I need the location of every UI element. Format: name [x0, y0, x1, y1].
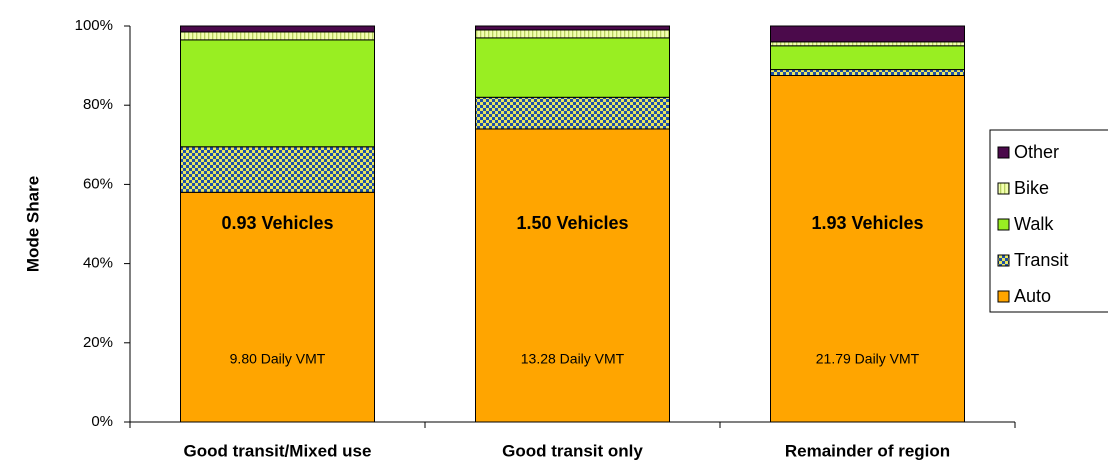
legend-swatch	[997, 182, 1010, 195]
bar-segment	[475, 128, 670, 423]
bar-segment	[180, 31, 375, 41]
bar-segment	[180, 191, 375, 423]
legend-swatch	[997, 290, 1010, 303]
legend-swatch	[997, 146, 1010, 159]
bar-label: 1.50 Vehicles	[516, 213, 628, 233]
bar-label: 0.93 Vehicles	[221, 213, 333, 233]
x-tick-label: Good transit/Mixed use	[184, 441, 372, 460]
bar-segment	[180, 39, 375, 148]
y-tick-label: 80%	[83, 96, 113, 113]
bar-segment	[180, 25, 375, 33]
bar-segment	[770, 75, 965, 423]
bar-segment	[770, 45, 965, 71]
legend-label: Other	[1014, 142, 1059, 162]
legend-label: Bike	[1014, 178, 1049, 198]
legend-box	[989, 129, 1108, 313]
legend-label: Auto	[1014, 286, 1051, 306]
x-tick-label: Good transit only	[502, 441, 643, 460]
y-tick-label: 40%	[83, 255, 113, 272]
bar-segment	[475, 96, 670, 130]
y-tick-label: 0%	[91, 413, 113, 430]
legend-label: Transit	[1014, 250, 1068, 270]
bar-segment	[475, 29, 670, 39]
bar-segment	[770, 41, 965, 47]
x-tick-label: Remainder of region	[785, 441, 950, 460]
y-tick-label: 100%	[75, 17, 113, 34]
bar-segment	[475, 37, 670, 98]
legend-swatch	[997, 254, 1010, 267]
vmt-label: 9.80 Daily VMT	[230, 351, 326, 367]
y-tick-label: 60%	[83, 175, 113, 192]
y-axis-label: Mode Share	[23, 176, 42, 272]
legend-label: Walk	[1014, 214, 1054, 234]
vmt-label: 21.79 Daily VMT	[816, 351, 920, 367]
bar-segment	[180, 146, 375, 193]
bar-segment	[475, 25, 670, 31]
bar-segment	[770, 25, 965, 43]
bar-label: 1.93 Vehicles	[811, 213, 923, 233]
bar-segment	[770, 69, 965, 76]
vmt-label: 13.28 Daily VMT	[521, 351, 625, 367]
legend-swatch	[997, 218, 1010, 231]
y-tick-label: 20%	[83, 334, 113, 351]
